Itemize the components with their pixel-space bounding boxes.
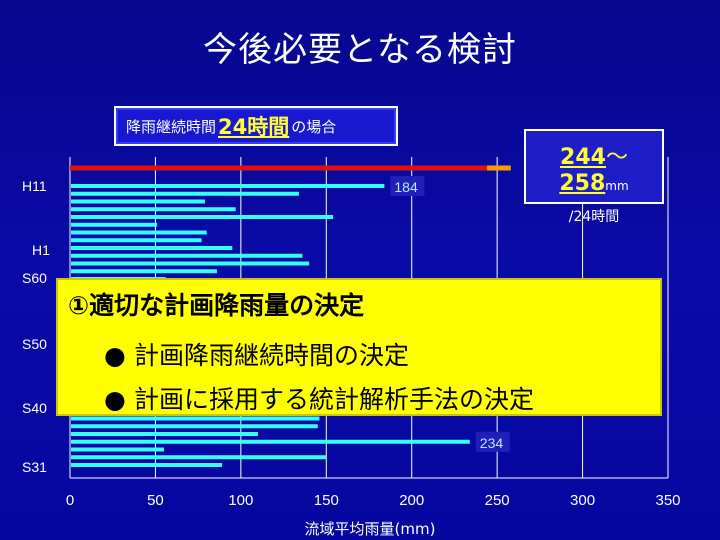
bullet-icon: ● — [104, 385, 126, 414]
data-bar — [71, 238, 202, 243]
data-bar — [71, 191, 299, 196]
data-bar — [71, 439, 470, 444]
data-bar — [71, 261, 310, 266]
x-tick-label: 100 — [228, 492, 253, 509]
x-tick-label: 250 — [485, 492, 510, 509]
data-bar — [71, 253, 303, 258]
condition-suffix: の場合 — [291, 117, 337, 136]
callout-heading: ①適切な計画降雨量の決定 — [68, 291, 365, 320]
rainfall-range-box: 244～258mm /24時間 — [524, 129, 664, 225]
y-label-s40: S40 — [22, 400, 47, 416]
data-bar — [71, 199, 205, 204]
x-tick-label: 200 — [399, 492, 424, 509]
data-bar — [71, 215, 334, 219]
x-axis-title: 流域平均雨量(mm) — [304, 520, 436, 538]
data-bar — [71, 230, 207, 235]
x-tick-label: 150 — [314, 492, 339, 509]
data-bar — [71, 416, 320, 421]
data-label-bg — [475, 431, 510, 452]
y-label-s60: S60 — [22, 270, 47, 286]
slide-title: 今後必要となる検討 — [203, 30, 517, 70]
data-bar — [71, 455, 327, 460]
data-label: 184 — [394, 179, 418, 195]
data-bar — [71, 447, 164, 452]
callout-item-text: 計画降雨継続時間の決定 — [134, 341, 410, 370]
condition-prefix: 降雨継続時間 — [126, 117, 217, 136]
data-label-bg — [390, 176, 425, 196]
data-bar — [71, 222, 158, 227]
callout-item: ● 計画に採用する統計解析手法の決定 — [104, 380, 534, 416]
data-bar — [71, 424, 318, 429]
range-unit: mm — [605, 179, 629, 193]
condition-highlight: 24時間 — [218, 115, 290, 139]
decision-callout: ①適切な計画降雨量の決定 ● 計画降雨継続時間の決定 ● 計画に採用する統計解析手法… — [56, 278, 662, 416]
y-label-h1: H1 — [32, 242, 50, 258]
data-bar — [71, 184, 385, 188]
data-bar — [71, 207, 236, 212]
data-bar — [71, 269, 217, 274]
data-bar — [71, 246, 233, 250]
range-low: 244 — [560, 145, 606, 170]
x-tick-label: 300 — [570, 492, 595, 509]
y-label-s31: S31 — [22, 459, 47, 475]
y-label-s50: S50 — [22, 336, 47, 352]
data-bar — [71, 463, 223, 467]
x-tick-label: 350 — [655, 492, 680, 509]
callout-item-text: 計画に採用する統計解析手法の決定 — [134, 385, 535, 414]
data-label: 234 — [480, 435, 504, 451]
callout-item: ● 計画降雨継続時間の決定 — [104, 336, 409, 372]
range-tilde: ～ — [605, 145, 628, 170]
range-per: /24時間 — [568, 209, 620, 225]
range-high: 258 — [559, 171, 606, 196]
bullet-icon: ● — [104, 341, 126, 370]
y-label-h11: H11 — [22, 178, 47, 194]
x-tick-label: 50 — [147, 492, 164, 509]
duration-condition-box: 降雨継続時間 24時間 の場合 — [114, 106, 398, 146]
x-tick-label: 0 — [66, 492, 74, 509]
data-bar — [71, 432, 258, 436]
